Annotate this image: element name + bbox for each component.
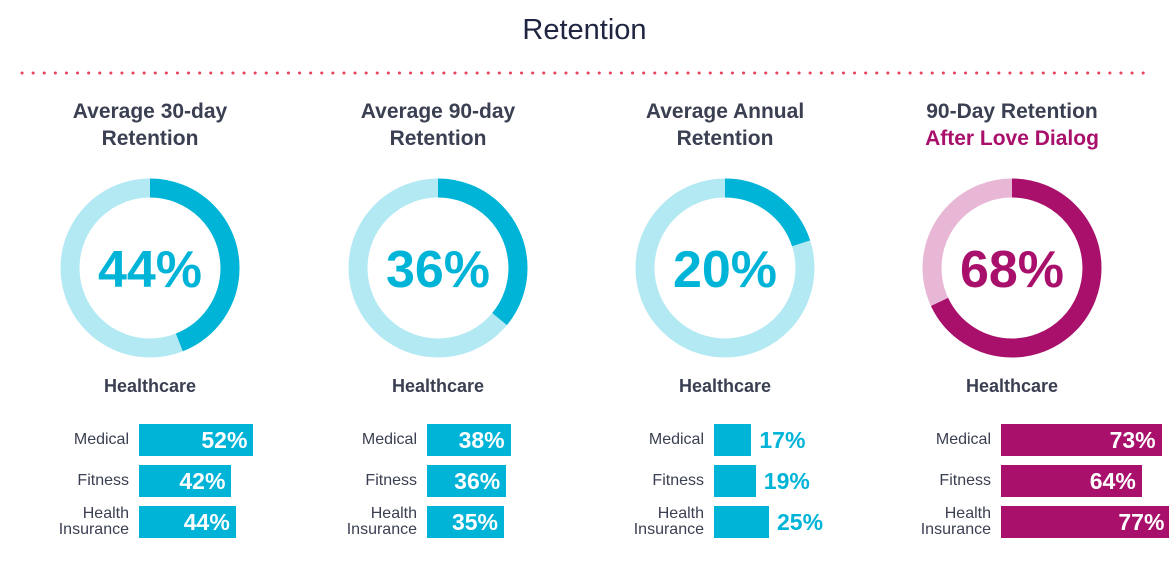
bar-category-label: Health Insurance [347, 506, 417, 538]
panel-title-line-1: Average 30-day [72, 100, 228, 123]
bar-category-label: Medical [74, 432, 129, 448]
chart-panel-4: 90-Day Retention After Love Dialog 68% Heal… [877, 98, 1169, 568]
bar-category-label: Medical [362, 432, 417, 448]
bar [427, 506, 504, 538]
donut-arc [348, 178, 528, 358]
panel-title-line-2: Retention [389, 127, 487, 150]
bar-value-label: 42% [179, 468, 226, 494]
donut-chart: 44% [60, 178, 240, 358]
bar-value-label: 73% [1109, 427, 1156, 453]
bar-category-label: Fitness [365, 473, 417, 489]
bar-category-label-line: Medical [73, 431, 129, 448]
bar [714, 506, 769, 538]
bar-chart: Medical 73% Fitness 64% Health Insurance 77% [877, 424, 1169, 544]
donut-arc [60, 178, 240, 358]
chart-panel-3: Average Annual Retention 20% Healthcare Medi… [590, 98, 880, 568]
bar [139, 506, 236, 538]
panel-title-line-2: Retention [101, 127, 199, 150]
bar-category-label-line: Medical [648, 431, 704, 448]
donut-center-label: 44% [98, 241, 202, 299]
bar-category-label-line: Fitness [939, 472, 991, 489]
panel-title-line-2: Retention [676, 127, 774, 150]
bar-category-label-line: Medical [935, 431, 991, 448]
bar [139, 424, 254, 456]
bar-category-label-line: Health [82, 505, 129, 522]
category-label: Healthcare [965, 376, 1059, 396]
bar-category-label-line: Insurance [920, 521, 991, 538]
bar [427, 465, 507, 497]
donut-chart: 36% [348, 178, 528, 358]
bar-value-label: 38% [458, 427, 505, 453]
chart-panel-2: Average 90-day Retention 36% Healthcare Medi… [303, 98, 593, 568]
donut-center-label: 68% [960, 241, 1064, 299]
bar-value-label: 36% [454, 468, 501, 494]
bar-category-label: Health Insurance [634, 506, 704, 538]
bar-value-label: 44% [183, 509, 230, 535]
panel-title-line-2: After Love Dialog [925, 127, 1099, 150]
bar-value-label: 35% [451, 509, 498, 535]
bar-category-label-line: Fitness [77, 472, 129, 489]
bar [714, 465, 756, 497]
bar-category-label-line: Health [944, 505, 991, 522]
bar-value-label: 64% [1089, 468, 1136, 494]
bar-category-label-line: Fitness [365, 472, 417, 489]
chart-panel-1: Average 30-day Retention 44% Healthcare Medi… [15, 98, 305, 568]
panel-title: Average Annual Retention [590, 98, 860, 152]
bar [1001, 465, 1142, 497]
bar [1001, 424, 1162, 456]
page-title: Retention [522, 14, 647, 46]
bar-category-label-line: Insurance [58, 521, 129, 538]
bar-category-label-line: Insurance [633, 521, 704, 538]
panel-title: Average 90-day Retention [303, 98, 573, 152]
bar-chart: Medical 17% Fitness 19% Health Insurance 25% [590, 424, 880, 544]
bar-category-label: Medical [649, 432, 704, 448]
bar-category-label: Fitness [939, 473, 991, 489]
panel-title: 90-Day Retention After Love Dialog [877, 98, 1147, 152]
bar [1001, 506, 1169, 538]
bar-value-label: 17% [759, 427, 806, 453]
bar-value-label: 25% [777, 509, 824, 535]
bar-category-label-line: Health [657, 505, 704, 522]
bar [427, 424, 511, 456]
panel-title-line-1: Average Annual [645, 100, 805, 123]
category-label: Healthcare [678, 376, 772, 396]
category-label: Healthcare [391, 376, 485, 396]
donut-chart: 68% [922, 178, 1102, 358]
donut-center-label: 20% [673, 241, 777, 299]
bar-category-label: Fitness [77, 473, 129, 489]
bar-value-label: 19% [763, 468, 810, 494]
donut-chart: 20% [635, 178, 815, 358]
bar-chart: Medical 52% Fitness 42% Health Insurance 44% [15, 424, 305, 544]
donut-arc [922, 178, 1102, 358]
bar-category-label-line: Medical [361, 431, 417, 448]
bar-category-label: Fitness [652, 473, 704, 489]
panel-title-line-1: Average 90-day [360, 100, 516, 123]
panel-title-line-1: 90-Day Retention [926, 100, 1098, 123]
bar [714, 424, 752, 456]
bar-value-label: 77% [1118, 509, 1165, 535]
bar-category-label: Health Insurance [59, 506, 129, 538]
panel-title: Average 30-day Retention [15, 98, 285, 152]
donut-arc [635, 178, 815, 358]
category-label: Healthcare [103, 376, 197, 396]
donut-center-label: 36% [386, 241, 490, 299]
bar-category-label-line: Insurance [346, 521, 417, 538]
dotted-divider [20, 71, 1150, 75]
bar-category-label-line: Health [370, 505, 417, 522]
bar-category-label: Health Insurance [921, 506, 991, 538]
bar-value-label: 52% [201, 427, 248, 453]
bar-chart: Medical 38% Fitness 36% Health Insurance 35% [303, 424, 593, 544]
bar-category-label: Medical [936, 432, 991, 448]
bar-category-label-line: Fitness [652, 472, 704, 489]
bar [139, 465, 232, 497]
